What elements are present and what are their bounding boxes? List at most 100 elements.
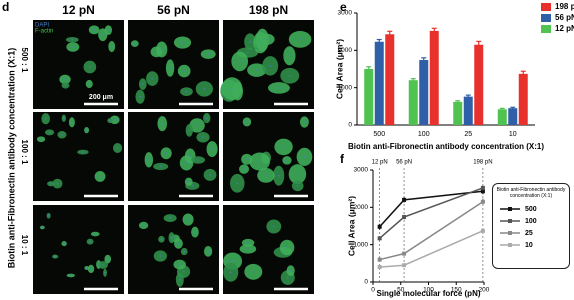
nucleus: [133, 42, 136, 45]
nucleus: [191, 184, 194, 187]
legend-marker: [508, 231, 512, 235]
nucleus: [85, 129, 88, 132]
nucleus: [147, 158, 150, 161]
nucleus: [236, 182, 239, 185]
micrograph: [33, 205, 124, 294]
nucleus: [278, 87, 280, 89]
nucleus: [63, 242, 66, 245]
legend-label: 500: [525, 205, 537, 213]
nucleus: [286, 159, 288, 162]
nucleus: [169, 217, 172, 219]
nucleus: [99, 175, 101, 178]
x-tick-label: 100: [418, 131, 430, 138]
nucleus: [177, 242, 180, 245]
nucleus: [205, 117, 208, 119]
nucleus: [188, 129, 191, 132]
scale-bar-label: 200 μm: [89, 94, 113, 101]
bar: [374, 41, 384, 125]
marker: [402, 263, 407, 268]
x-tick-label: 200: [479, 287, 490, 294]
nucleus: [185, 90, 188, 93]
nucleus: [178, 278, 181, 281]
nucleus: [54, 255, 57, 258]
nucleus: [71, 38, 74, 41]
x-tick-label: 10: [509, 131, 517, 138]
channel-label: DAPI: [35, 23, 49, 29]
nucleus: [211, 148, 213, 151]
row-label: 10 : 1: [20, 235, 29, 256]
panel-label: d: [2, 0, 9, 14]
marker: [402, 251, 407, 256]
nucleus: [106, 258, 109, 261]
nucleus: [88, 66, 91, 68]
nucleus: [299, 38, 302, 41]
nucleus: [47, 214, 50, 217]
nucleus: [185, 162, 188, 164]
legend-label: 56 pN: [555, 13, 574, 22]
nucleus: [161, 122, 164, 125]
y-tick-label: 1000: [338, 84, 353, 91]
legend-swatch: [541, 25, 551, 33]
nucleus: [56, 182, 59, 185]
x-axis-label: Biotin anti-Fibronectin antibody concent…: [348, 142, 544, 151]
marker: [377, 265, 382, 270]
nucleus: [159, 165, 162, 168]
nucleus: [44, 117, 47, 120]
channel-label: F-actin: [35, 29, 53, 35]
panel-label: f: [340, 152, 345, 166]
legend: Biotin anti-Fibronectin antibody concent…: [492, 183, 570, 269]
legend-label: 25: [525, 229, 533, 237]
bar: [508, 108, 518, 125]
nucleus: [258, 160, 261, 163]
nucleus: [265, 174, 267, 177]
y-axis-label: Cell Area (μm²): [334, 39, 344, 99]
marker: [377, 236, 382, 241]
nucleus: [296, 185, 299, 187]
nucleus: [64, 78, 66, 81]
legend-marker: [508, 219, 512, 223]
y-tick-label: 3000: [338, 10, 353, 17]
bar: [408, 80, 418, 125]
nucleus: [113, 118, 116, 121]
nucleus: [85, 267, 88, 269]
nucleus: [48, 131, 51, 134]
nucleus: [101, 33, 104, 36]
x-axis-label: Single molecular force (pN): [376, 289, 480, 298]
y-tick-label: 2000: [338, 47, 353, 54]
bar: [463, 96, 473, 125]
legend-title: Biotin anti-Fibronectin antibody concent…: [496, 187, 566, 199]
x-tick-label: 50: [397, 287, 405, 294]
nucleus: [88, 83, 91, 85]
nucleus: [183, 70, 186, 72]
nucleus: [110, 45, 113, 48]
nucleus: [160, 48, 163, 51]
legend-label: 10: [525, 241, 533, 249]
marker: [377, 224, 382, 229]
nucleus: [266, 38, 268, 41]
x-tick-label: 0: [371, 287, 375, 294]
nucleus: [252, 270, 255, 273]
marker: [480, 185, 485, 190]
micrograph: [223, 205, 314, 294]
nucleus: [89, 240, 91, 243]
legend-entry: 500: [493, 203, 569, 215]
x-tick-label: 150: [451, 287, 462, 294]
bar: [429, 30, 439, 126]
nucleus: [207, 250, 210, 253]
nucleus: [246, 51, 249, 54]
x-tick-label: 500: [373, 131, 385, 138]
nucleus: [231, 260, 234, 263]
nucleus: [151, 77, 154, 80]
legend-marker: [508, 207, 512, 211]
reference-label: 56 pN: [396, 160, 412, 166]
y-axis-label: Cell Area (μm²): [346, 196, 356, 256]
legend-entry: 100: [493, 215, 569, 227]
nucleus: [102, 264, 105, 266]
x-tick-label: 100: [423, 287, 434, 294]
nucleus: [71, 46, 74, 48]
legend-swatch: [500, 231, 520, 235]
nucleus: [116, 147, 119, 149]
y-tick-label: 0: [364, 279, 368, 286]
bar: [453, 101, 463, 125]
nucleus: [187, 218, 189, 221]
